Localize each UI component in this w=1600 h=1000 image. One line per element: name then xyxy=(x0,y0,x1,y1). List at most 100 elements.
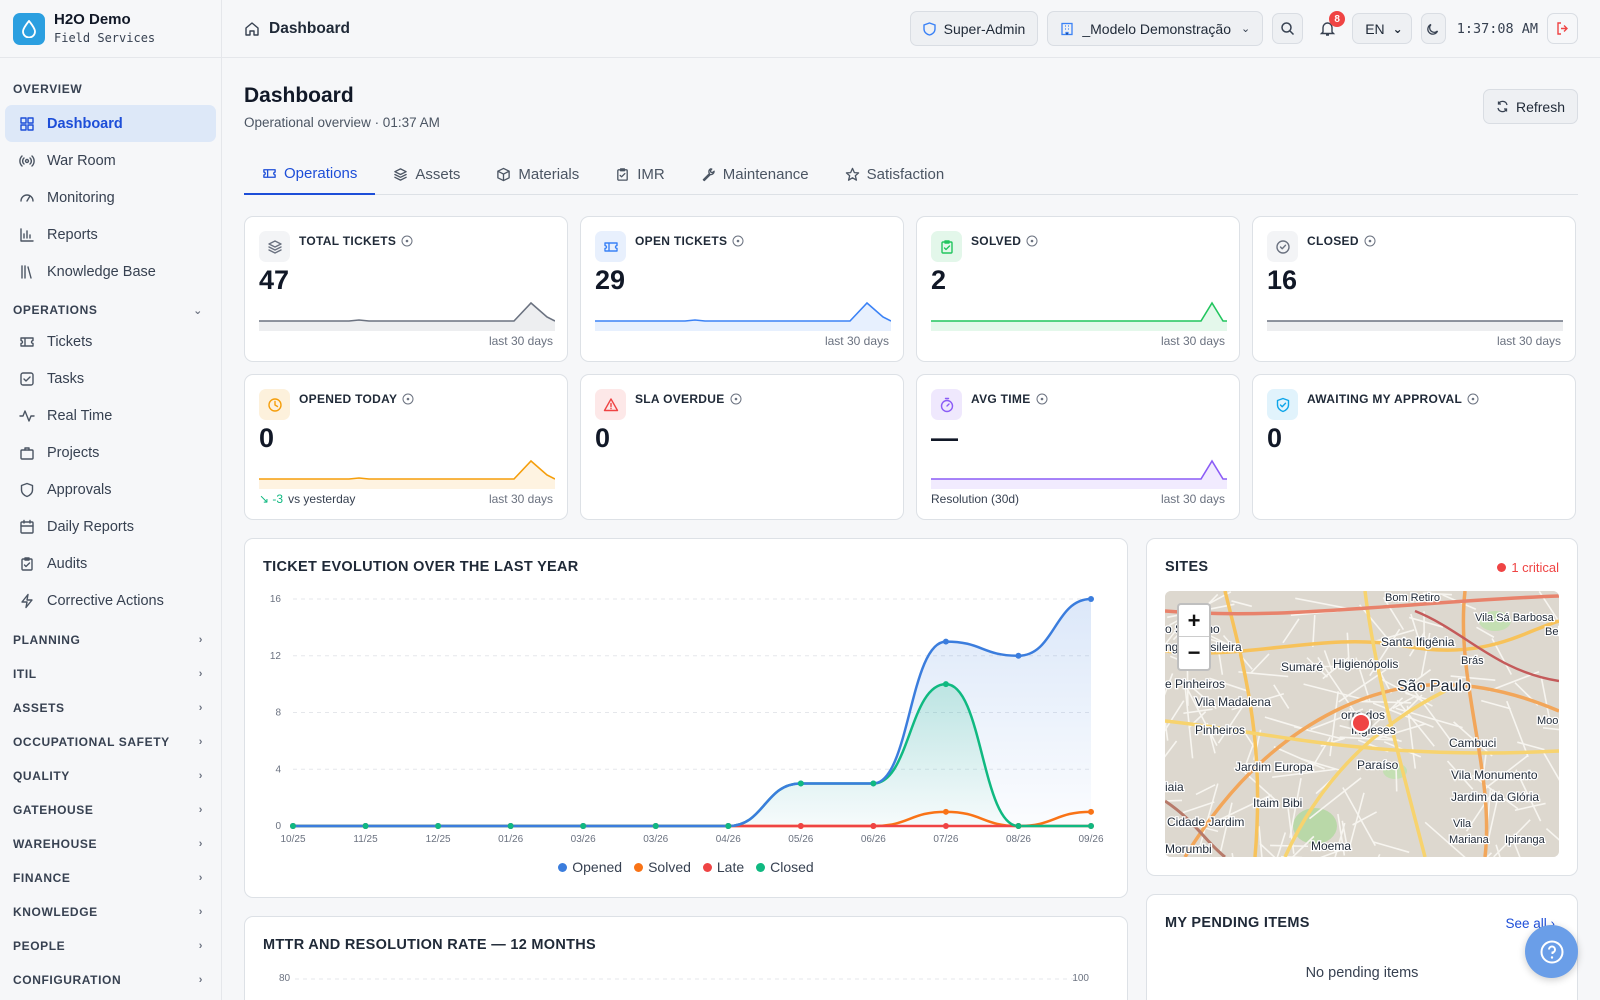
wrench-icon xyxy=(702,168,715,182)
tenant-select[interactable]: _Modelo Demonstração ⌄ xyxy=(1047,11,1264,46)
x-tick-label: 05/26 xyxy=(788,834,813,845)
sidebar-item-dashboard[interactable]: Dashboard xyxy=(5,105,216,142)
grid-icon xyxy=(20,116,34,131)
point-closed xyxy=(870,780,877,787)
section-occupational-safety[interactable]: OCCUPATIONAL SAFETY › xyxy=(13,735,203,749)
sidebar-item-label: Corrective Actions xyxy=(47,592,164,609)
map-street xyxy=(1165,799,1183,802)
site-marker[interactable] xyxy=(1351,713,1371,733)
section-configuration[interactable]: CONFIGURATION › xyxy=(13,973,203,987)
point-closed xyxy=(580,823,587,829)
search-button[interactable] xyxy=(1272,13,1304,44)
chevron-right-icon: › xyxy=(198,804,203,816)
tab-maintenance[interactable]: Maintenance xyxy=(683,154,827,195)
sidebar-item-label: Tasks xyxy=(47,370,85,387)
legend-item-solved[interactable]: Solved xyxy=(634,859,691,875)
legend-item-closed[interactable]: Closed xyxy=(756,859,814,875)
section-warehouse[interactable]: WAREHOUSE › xyxy=(13,837,203,851)
bar-chart-icon xyxy=(20,227,34,242)
map-label: Santa Ifigênia xyxy=(1381,635,1455,649)
section-itil[interactable]: ITIL › xyxy=(13,667,203,681)
map-street xyxy=(1342,787,1377,846)
zap-icon xyxy=(21,593,33,608)
kpi-avg-time[interactable]: AVG TIME — last 30 days Resolution (30d) xyxy=(916,374,1240,520)
chevron-right-icon: › xyxy=(198,702,203,714)
alert-triangle-icon xyxy=(603,397,618,411)
section-operations[interactable]: OPERATIONS ⌄ xyxy=(13,303,203,317)
sidebar-item-corrective-actions[interactable]: Corrective Actions xyxy=(5,582,216,619)
y-tick-label: 16 xyxy=(270,594,282,605)
section-knowledge[interactable]: KNOWLEDGE › xyxy=(13,905,203,919)
sidebar-item-tasks[interactable]: Tasks xyxy=(5,360,216,397)
sidebar-item-projects[interactable]: Projects xyxy=(5,434,216,471)
map-street xyxy=(1392,695,1416,709)
sidebar-item-monitoring[interactable]: Monitoring xyxy=(5,179,216,216)
kpi-delta: ↘ -3 xyxy=(259,492,284,506)
chevron-right-icon: › xyxy=(198,906,203,918)
tab-operations[interactable]: Operations xyxy=(244,154,376,195)
sidebar-item-daily-reports[interactable]: Daily Reports xyxy=(5,508,216,545)
tab-assets[interactable]: Assets xyxy=(375,154,478,195)
theme-toggle[interactable] xyxy=(1420,13,1446,44)
kpi-open-tickets[interactable]: OPEN TICKETS 29 last 30 days xyxy=(580,216,904,362)
notifications-button[interactable]: 8 xyxy=(1312,11,1346,44)
brand[interactable]: H2O Demo Field Services xyxy=(0,0,221,58)
map-street xyxy=(1243,730,1257,750)
library-icon xyxy=(21,264,32,279)
sidebar-item-label: Reports xyxy=(47,226,98,243)
section-people[interactable]: PEOPLE › xyxy=(13,939,203,953)
legend-item-opened[interactable]: Opened xyxy=(558,859,622,875)
clipboard-check-icon xyxy=(940,239,953,254)
section-quality[interactable]: QUALITY › xyxy=(13,769,203,783)
legend-item-late[interactable]: Late xyxy=(702,859,744,875)
point-late xyxy=(942,823,949,829)
map-street xyxy=(1406,705,1417,769)
sidebar-item-knowledge-base[interactable]: Knowledge Base xyxy=(5,253,216,290)
sidebar-item-reports[interactable]: Reports xyxy=(5,216,216,253)
sidebar-item-war-room[interactable]: War Room xyxy=(5,142,216,179)
section-assets[interactable]: ASSETS › xyxy=(13,701,203,715)
section-finance[interactable]: FINANCE › xyxy=(13,871,203,885)
map-road xyxy=(1183,682,1559,857)
mttr-left-tick: 80 xyxy=(279,973,291,984)
map-street xyxy=(1195,824,1219,833)
language-select[interactable]: EN ⌄ xyxy=(1352,13,1412,44)
sidebar-item-label: War Room xyxy=(47,152,116,169)
kpi-solved[interactable]: SOLVED 2 last 30 days xyxy=(916,216,1240,362)
sidebar-item-label: Approvals xyxy=(47,481,112,498)
section-gatehouse[interactable]: GATEHOUSE › xyxy=(13,803,203,817)
kpi-opened-today[interactable]: OPENED TODAY 0 last 30 days ↘ -3 vs yester… xyxy=(244,374,568,520)
sidebar-item-label: Monitoring xyxy=(47,189,115,206)
refresh-button[interactable]: Refresh xyxy=(1482,89,1578,124)
zoom-in-button[interactable]: + xyxy=(1179,605,1209,637)
sidebar-item-tickets[interactable]: Tickets xyxy=(5,323,216,360)
role-button[interactable]: Super-Admin xyxy=(909,11,1039,46)
logout-button[interactable] xyxy=(1547,13,1578,44)
zoom-out-button[interactable]: − xyxy=(1187,640,1201,665)
map-street xyxy=(1481,699,1511,710)
activity-icon xyxy=(19,409,35,422)
map-label: Moo xyxy=(1537,715,1558,727)
chevron-down-icon: ⌄ xyxy=(193,304,203,317)
tab-satisfaction[interactable]: Satisfaction xyxy=(827,154,963,195)
tab-materials[interactable]: Materials xyxy=(478,154,597,195)
sidebar-item-audits[interactable]: Audits xyxy=(5,545,216,582)
section-planning[interactable]: PLANNING › xyxy=(13,633,203,647)
see-all-link[interactable]: See all › xyxy=(1505,916,1555,931)
map-label: Vila xyxy=(1453,818,1472,830)
kpi-total-tickets[interactable]: TOTAL TICKETS 47 last 30 days xyxy=(244,216,568,362)
kpi-closed[interactable]: CLOSED 16 last 30 days xyxy=(1252,216,1576,362)
map-street xyxy=(1300,757,1342,772)
sidebar-item-approvals[interactable]: Approvals xyxy=(5,471,216,508)
help-button[interactable] xyxy=(1525,925,1578,978)
sidebar-item-real-time[interactable]: Real Time xyxy=(5,397,216,434)
tab-imr[interactable]: IMR xyxy=(597,154,683,195)
kpi-sla-overdue[interactable]: SLA OVERDUE 0 xyxy=(580,374,904,520)
map-street xyxy=(1545,828,1559,841)
kpi-awaiting-my-approval[interactable]: AWAITING MY APPROVAL 0 xyxy=(1252,374,1576,520)
mttr-card: MTTR AND RESOLUTION RATE — 12 MONTHS 80 … xyxy=(244,916,1128,1000)
ticket-evolution-chart: 0 4 8 12 16 10/25 11/25 12/25 01/26 03/26 03/26 04/… xyxy=(270,594,1104,845)
map-street xyxy=(1323,650,1333,671)
sidebar-item-label: Tickets xyxy=(47,333,93,350)
